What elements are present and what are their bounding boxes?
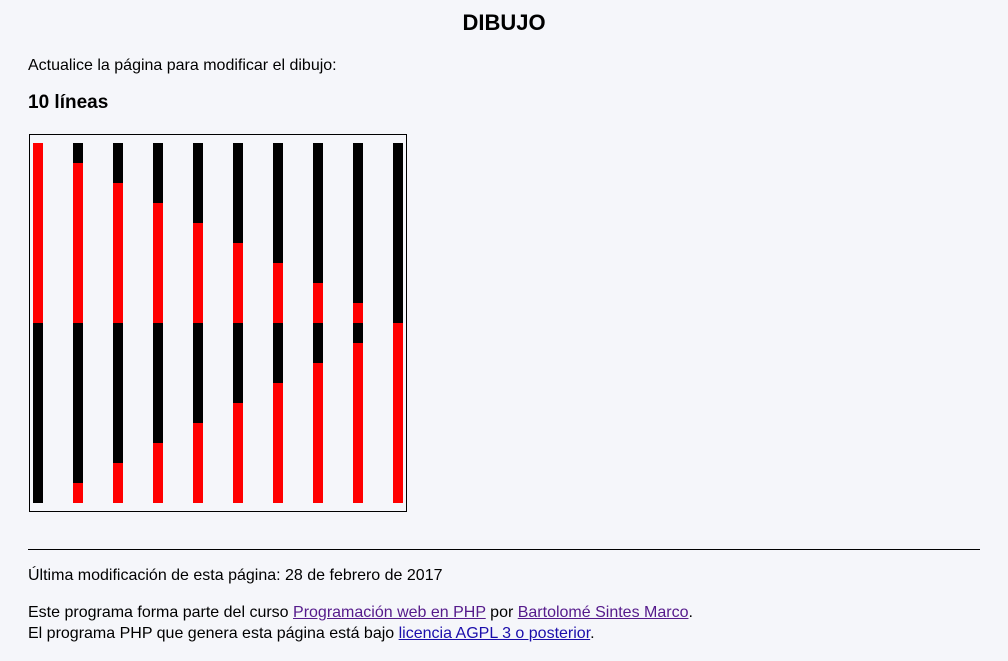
line-5-lower-black xyxy=(193,323,203,423)
intro-text: Actualice la página para modificar el di… xyxy=(28,57,337,74)
line-8-lower-black xyxy=(313,323,323,363)
line-2-upper-red xyxy=(73,163,83,323)
line-3-upper-black xyxy=(113,143,123,183)
line-4-upper-black xyxy=(153,143,163,203)
line-9-upper-red xyxy=(353,303,363,323)
line-8-upper-black xyxy=(313,143,323,283)
line-7-lower-red xyxy=(273,383,283,503)
license-link[interactable]: licencia AGPL 3 o posterior xyxy=(398,625,591,642)
line-4-upper-red xyxy=(153,203,163,323)
last-modified-text: Última modificación de esta página: 28 d… xyxy=(28,567,443,584)
line-3-upper-red xyxy=(113,183,123,323)
line-9-upper-black xyxy=(353,143,363,303)
author-link[interactable]: Bartolomé Sintes Marco xyxy=(517,604,689,621)
drawing-frame xyxy=(29,134,407,512)
line-6-upper-black xyxy=(233,143,243,243)
line-10-upper-black xyxy=(393,143,403,323)
line-7-upper-black xyxy=(273,143,283,263)
credits: Este programa forma parte del curso Prog… xyxy=(28,602,693,644)
footer-divider xyxy=(28,549,980,550)
line-3-lower-red xyxy=(113,463,123,503)
line-3-lower-black xyxy=(113,323,123,463)
line-9-lower-black xyxy=(353,323,363,343)
line-2-lower-black xyxy=(73,323,83,483)
line-5-upper-red xyxy=(193,223,203,323)
line-7-lower-black xyxy=(273,323,283,383)
license-prefix: El programa PHP que genera esta página e… xyxy=(28,625,399,642)
line-6-lower-black xyxy=(233,323,243,403)
line-9-lower-red xyxy=(353,343,363,503)
line-1-lower-black xyxy=(33,323,43,503)
line-2-lower-red xyxy=(73,483,83,503)
line-4-lower-red xyxy=(153,443,163,503)
line-2-upper-black xyxy=(73,143,83,163)
by-text: por xyxy=(485,604,518,621)
lines-group xyxy=(33,143,403,503)
line-6-lower-red xyxy=(233,403,243,503)
course-link[interactable]: Programación web en PHP xyxy=(293,604,486,621)
line-10-lower-red xyxy=(393,323,403,503)
line-8-lower-red xyxy=(313,363,323,503)
line-7-upper-red xyxy=(273,263,283,323)
line-4-lower-black xyxy=(153,323,163,443)
line-1-upper-red xyxy=(33,143,43,323)
lines-heading: 10 líneas xyxy=(28,92,109,113)
period: . xyxy=(688,604,693,621)
drawing-canvas xyxy=(29,134,407,512)
line-5-upper-black xyxy=(193,143,203,223)
course-prefix: Este programa forma parte del curso xyxy=(28,604,294,621)
license-suffix: . xyxy=(590,625,595,642)
page-title: DIBUJO xyxy=(462,10,546,35)
line-6-upper-red xyxy=(233,243,243,323)
line-5-lower-red xyxy=(193,423,203,503)
line-8-upper-red xyxy=(313,283,323,323)
